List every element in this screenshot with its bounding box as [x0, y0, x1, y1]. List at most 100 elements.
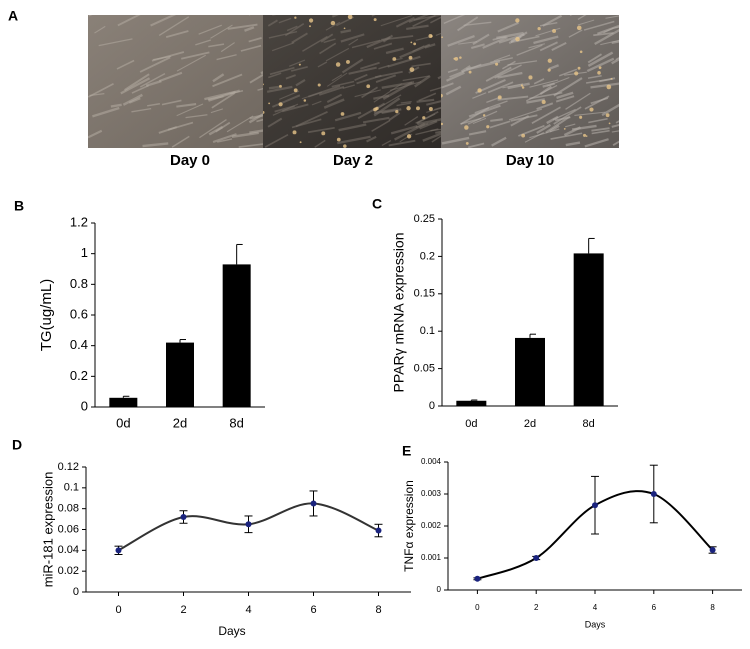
x-axis-label: Days: [585, 619, 606, 629]
cell-streak: [426, 100, 441, 106]
lipid-droplet: [298, 63, 301, 66]
cell-streak: [226, 115, 254, 133]
cell-streak: [302, 35, 328, 52]
cell-streak: [565, 141, 581, 147]
y-tick-label: 0.8: [70, 276, 88, 291]
lipid-droplet: [459, 56, 462, 59]
cell-streak: [381, 81, 415, 90]
lipid-droplet: [317, 83, 321, 87]
lipid-droplet: [515, 18, 520, 23]
cell-streak: [612, 140, 619, 147]
lipid-droplet: [574, 71, 579, 76]
panel-label: D: [12, 437, 22, 453]
cell-streak: [471, 43, 485, 50]
y-tick-label: 0.15: [414, 288, 435, 300]
cell-streak: [388, 112, 401, 121]
lipid-droplet: [422, 116, 426, 120]
cell-streak: [117, 15, 141, 27]
cell-streak: [468, 130, 487, 136]
cell-streak: [98, 38, 133, 47]
cell-streak: [551, 41, 567, 51]
cell-streak: [256, 118, 263, 123]
cell-streak: [571, 124, 597, 131]
lipid-droplet: [597, 71, 601, 75]
cell-streak: [271, 42, 295, 52]
cell-streak: [552, 108, 576, 121]
lipid-droplet: [263, 110, 265, 114]
cell-streak: [466, 60, 501, 71]
cell-streak: [529, 128, 560, 139]
cell-streak: [319, 42, 337, 55]
texture-group: [263, 15, 441, 148]
cell-streak: [210, 24, 233, 39]
cell-streak: [406, 24, 429, 31]
cell-streak: [145, 80, 162, 87]
point: [474, 575, 481, 582]
cell-streak: [373, 83, 403, 103]
cell-streak: [460, 65, 471, 73]
lipid-droplet: [308, 18, 314, 23]
cell-streak: [555, 95, 575, 103]
cell-streak: [319, 85, 345, 96]
point: [709, 547, 716, 553]
image-caption: Day 10: [506, 152, 554, 169]
cell-streak: [375, 74, 397, 83]
x-tick-label: 2d: [524, 418, 536, 430]
lipid-droplet: [563, 128, 566, 130]
cell-streak: [334, 111, 362, 122]
cell-streak: [295, 79, 306, 87]
cell-streak: [264, 133, 289, 148]
cell-streak: [508, 108, 543, 121]
lipid-droplet: [464, 125, 469, 130]
lipid-droplet: [309, 25, 311, 28]
cell-streak: [434, 106, 441, 111]
cell-streak: [326, 72, 348, 87]
cell-streak: [396, 102, 411, 107]
lipid-droplet: [520, 84, 523, 87]
cell-streak: [417, 118, 441, 126]
lipid-droplet: [294, 16, 297, 19]
x-tick-label: 0: [475, 603, 480, 612]
lipid-droplet: [293, 88, 298, 93]
cell-streak: [587, 75, 602, 79]
lipid-droplet: [495, 62, 499, 66]
cell-streak: [584, 138, 609, 148]
lipid-droplet: [406, 134, 412, 139]
point: [115, 547, 122, 554]
y-tick-label: 0.2: [70, 368, 88, 383]
cell-streak: [404, 116, 419, 126]
cell-streak: [574, 111, 606, 116]
cell-streak: [338, 123, 367, 132]
lipid-droplet: [579, 115, 583, 119]
cell-streak: [457, 16, 479, 32]
bar: [573, 253, 604, 406]
lipid-droplet: [373, 107, 377, 112]
cell-streak: [124, 73, 150, 91]
lipid-droplet: [428, 107, 433, 112]
cell-streak: [507, 60, 538, 66]
cell-streak: [542, 15, 563, 27]
cell-streak: [285, 74, 296, 80]
lipid-droplet: [263, 83, 264, 86]
cell-streak: [516, 44, 543, 56]
cell-streak: [290, 65, 308, 72]
cell-streak: [400, 101, 412, 104]
cell-streak: [474, 100, 508, 114]
cell-streak: [429, 86, 441, 92]
cell-streak: [446, 71, 465, 82]
point: [533, 555, 540, 561]
cell-streak: [611, 123, 619, 128]
cell-streak: [323, 38, 336, 44]
x-tick-label: 0d: [465, 418, 477, 430]
cell-streak: [529, 79, 559, 88]
lipid-droplet: [552, 29, 557, 33]
lipid-droplet: [497, 95, 502, 100]
cell-streak: [487, 81, 514, 94]
cell-streak: [289, 59, 306, 67]
cell-streak: [331, 80, 355, 88]
bar: [515, 337, 545, 406]
cell-streak: [110, 103, 122, 108]
cell-streak: [371, 119, 391, 132]
cell-streak: [373, 97, 401, 117]
cell-streak: [366, 36, 391, 49]
